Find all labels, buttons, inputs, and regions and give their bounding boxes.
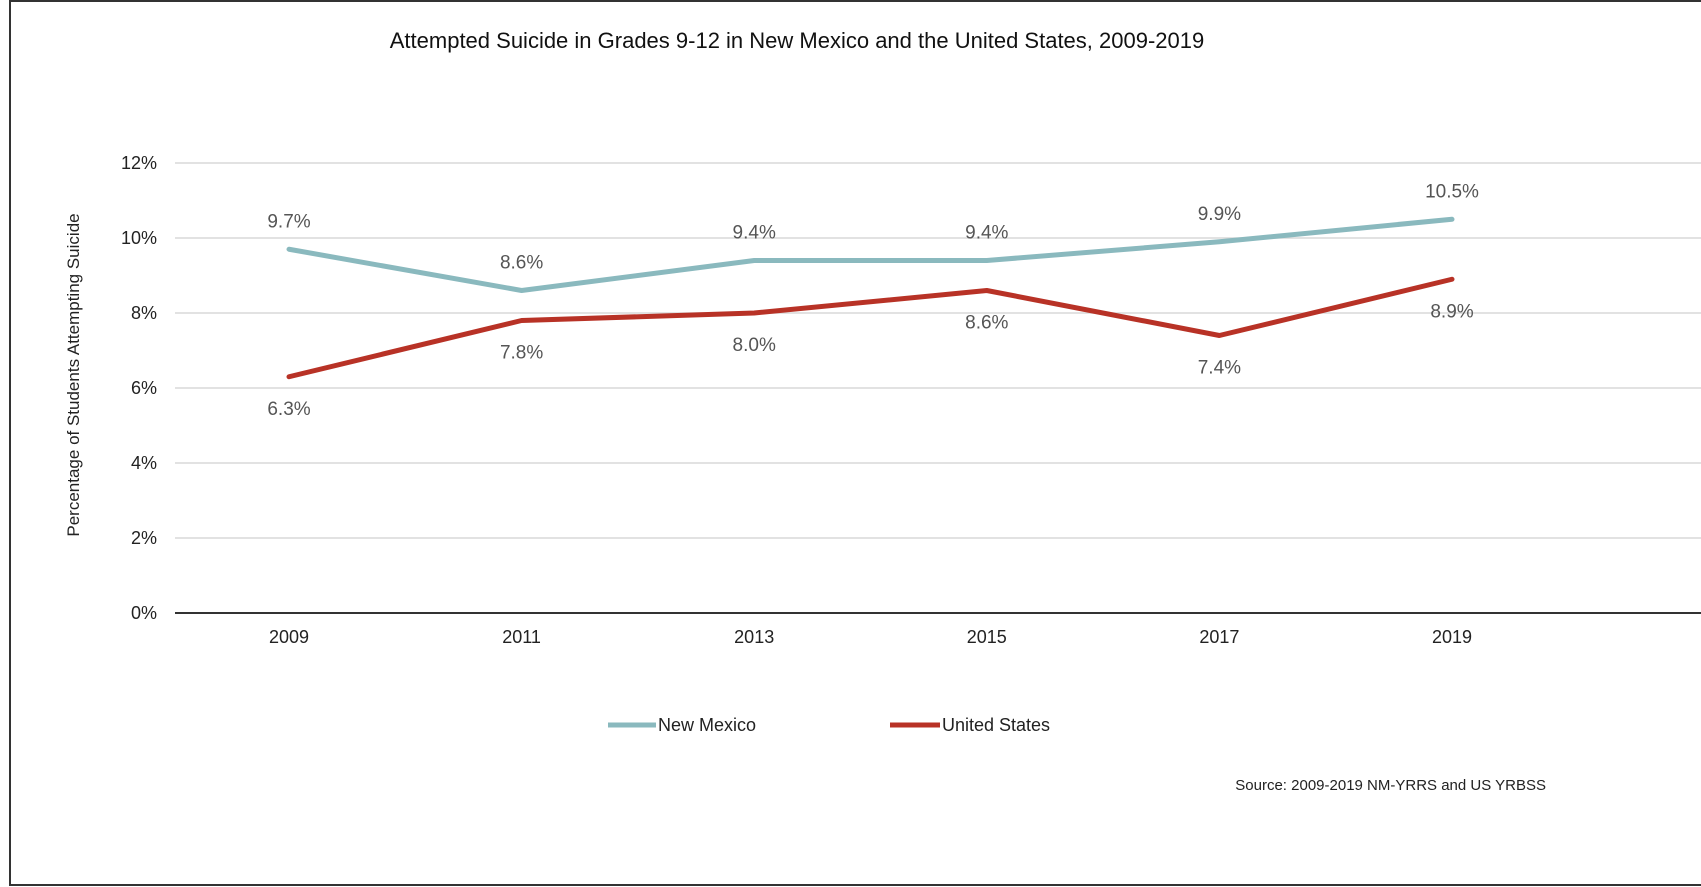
x-axis-ticks: 2009 2011 2013 2015 2017 2019: [269, 627, 1472, 647]
data-label-new-mexico: 9.7%: [267, 211, 310, 232]
data-label-new-mexico: 9.4%: [965, 223, 1008, 244]
y-axis-label: Percentage of Students Attempting Suicid…: [64, 213, 83, 536]
x-tick-label: 2013: [734, 627, 774, 647]
y-tick-label: 6%: [131, 378, 157, 398]
grid-lines: [175, 162, 1701, 614]
data-label-united-states: 7.8%: [500, 343, 543, 364]
series-lines: [286, 216, 1455, 380]
series-line-united-states: [286, 276, 1455, 380]
data-label-united-states: 8.9%: [1430, 301, 1473, 322]
data-label-new-mexico: 8.6%: [500, 253, 543, 274]
legend-label-new-mexico: New Mexico: [658, 715, 756, 735]
y-axis-ticks: 0% 2% 4% 6% 8% 10% 12%: [121, 153, 157, 623]
x-tick-label: 2011: [502, 627, 541, 647]
y-tick-label: 8%: [131, 303, 157, 323]
data-label-new-mexico: 9.9%: [1198, 204, 1241, 225]
data-label-new-mexico: 10.5%: [1425, 181, 1479, 202]
data-label-united-states: 8.6%: [965, 313, 1008, 334]
chart-title: Attempted Suicide in Grades 9-12 in New …: [390, 28, 1204, 53]
data-label-united-states: 8.0%: [733, 335, 776, 356]
data-label-united-states: 6.3%: [267, 399, 310, 420]
y-tick-label: 4%: [131, 453, 157, 473]
legend-label-united-states: United States: [942, 715, 1050, 735]
chart-border: [9, 0, 1701, 886]
legend: New Mexico United States: [608, 715, 1050, 735]
series-line-new-mexico: [286, 216, 1455, 293]
x-tick-label: 2017: [1199, 627, 1239, 647]
y-tick-label: 2%: [131, 528, 157, 548]
data-label-new-mexico: 9.4%: [733, 223, 776, 244]
source-note: Source: 2009-2019 NM-YRRS and US YRBSS: [1235, 777, 1546, 794]
x-tick-label: 2009: [269, 627, 309, 647]
data-labels: 9.7% 8.6% 9.4% 9.4% 9.9% 10.5% 6.3% 7.8% 8.0% 8.6…: [267, 181, 1479, 420]
x-tick-label: 2015: [967, 627, 1007, 647]
y-tick-label: 0%: [131, 603, 157, 623]
y-tick-label: 10%: [121, 228, 157, 248]
x-tick-label: 2019: [1432, 627, 1472, 647]
y-tick-label: 12%: [121, 153, 157, 173]
data-label-united-states: 7.4%: [1198, 358, 1241, 379]
